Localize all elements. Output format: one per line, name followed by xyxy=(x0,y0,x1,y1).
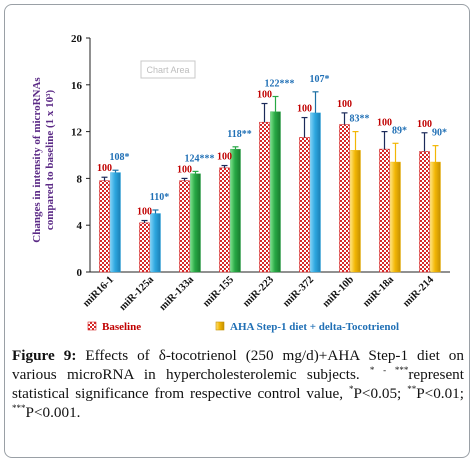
x-tick-label: miR-155 xyxy=(201,274,236,309)
y-axis-title: Changes in intensity of microRNAs compare… xyxy=(31,77,56,243)
data-label-baseline: 100 xyxy=(337,99,352,110)
bar-treatment-miR-223 xyxy=(270,111,281,273)
x-tick-label: miR-214 xyxy=(401,274,437,310)
data-label-baseline: 100 xyxy=(417,119,432,130)
data-label-treatment: 107* xyxy=(310,74,330,85)
y-tick-label: 8 xyxy=(77,173,83,185)
x-tick-label: miR-10b xyxy=(321,274,357,310)
data-label-treatment: 83** xyxy=(350,114,370,125)
x-tick-label: miR-18a xyxy=(361,274,397,310)
bar-baseline-miR-223 xyxy=(259,121,270,273)
legend-label-treatment: AHA Step-1 diet + delta-Tocotrienol xyxy=(230,321,399,333)
y-tick-label: 4 xyxy=(77,220,83,232)
chart-panel: Chart Area 0 4 8 12 16 20 Changes in intensity … xyxy=(10,10,465,340)
data-label-treatment: 124*** xyxy=(185,153,215,164)
bar-baseline-miR-155 xyxy=(219,167,230,273)
y-axis-title-line: compared to baseline (1 x 10³) xyxy=(44,90,56,231)
legend-swatch-treatment xyxy=(215,321,225,331)
watermark-text: Chart Area xyxy=(146,65,189,75)
caption-superscript: ** xyxy=(407,383,417,394)
data-label-treatment: 90* xyxy=(432,128,447,139)
bar-baseline-miR16-1 xyxy=(99,180,110,273)
bar-chart: Chart Area 0 4 8 12 16 20 Changes in intensity … xyxy=(31,33,450,333)
data-label-baseline: 100 xyxy=(137,207,152,218)
data-label-baseline: 100 xyxy=(297,104,312,115)
caption-text: P<0.05; xyxy=(353,385,408,402)
bar-treatment-miR-133a xyxy=(190,173,201,273)
bar-treatment-miR-155 xyxy=(230,148,241,273)
bar-treatment-miR-125a xyxy=(150,213,161,273)
data-label-baseline: 100 xyxy=(377,118,392,129)
caption-text: represent statistical significance from … xyxy=(12,366,464,402)
caption-superscript: * xyxy=(348,383,354,394)
legend: Baseline AHA Step-1 diet + delta-Tocotrie… xyxy=(87,321,399,333)
data-label-treatment: 110* xyxy=(150,192,169,203)
x-tick-label: miR-133a xyxy=(157,274,196,313)
caption-text: Effects of δ-tocotrienol (250 mg/d)+AHA … xyxy=(12,347,464,383)
axes-layer: Chart Area 0 4 8 12 16 20 Changes in intensity … xyxy=(31,33,450,279)
x-tick-label: miR16-1 xyxy=(81,274,116,309)
data-label-baseline: 100 xyxy=(257,90,272,101)
bar-baseline-miR-125a xyxy=(139,222,150,273)
data-label-baseline: 100 xyxy=(217,152,232,163)
y-tick-label: 0 xyxy=(77,267,83,279)
x-tick-label: miR-372 xyxy=(281,274,316,309)
y-tick-label: 12 xyxy=(71,127,83,139)
figure-frame xyxy=(4,4,470,458)
caption-text: P<0.001. xyxy=(25,404,81,421)
legend-swatch-baseline xyxy=(87,321,97,331)
x-tick-label: miR-125a xyxy=(117,274,156,313)
data-label-treatment: 118** xyxy=(227,129,251,140)
bar-baseline-miR-372 xyxy=(299,137,310,273)
bar-treatment-miR-10b xyxy=(350,150,361,273)
caption-text: P<0.01; xyxy=(416,385,464,402)
caption-superscript: *** xyxy=(12,402,26,413)
y-tick-label: 16 xyxy=(71,80,83,92)
data-label-baseline: 100 xyxy=(177,164,192,175)
data-label-treatment: 89* xyxy=(392,125,407,136)
watermark-box xyxy=(140,60,196,79)
bar-baseline-miR-18a xyxy=(379,148,390,273)
y-axis-title-line: Changes in intensity of microRNAs xyxy=(31,77,43,243)
bar-treatment-miR-214 xyxy=(430,161,441,273)
figure-caption: Figure 9: Effects of δ-tocotrienol (250 … xyxy=(12,346,464,422)
caption-superscript: * - *** xyxy=(369,364,409,375)
bar-baseline-miR-214 xyxy=(419,151,430,273)
y-tick-label: 20 xyxy=(71,33,83,45)
bar-baseline-miR-133a xyxy=(179,180,190,273)
data-label-treatment: 108* xyxy=(110,152,130,163)
bars-layer xyxy=(99,91,441,273)
legend-label-baseline: Baseline xyxy=(102,321,141,333)
x-tick-label: miR-223 xyxy=(241,274,276,309)
data-label-treatment: 122*** xyxy=(265,79,295,90)
data-label-baseline: 100 xyxy=(97,163,112,174)
bar-treatment-miR-18a xyxy=(390,161,401,273)
bar-baseline-miR-10b xyxy=(339,124,350,273)
caption-label: Figure 9: xyxy=(12,347,77,364)
bar-treatment-miR-372 xyxy=(310,112,321,273)
bar-treatment-miR16-1 xyxy=(110,172,121,273)
